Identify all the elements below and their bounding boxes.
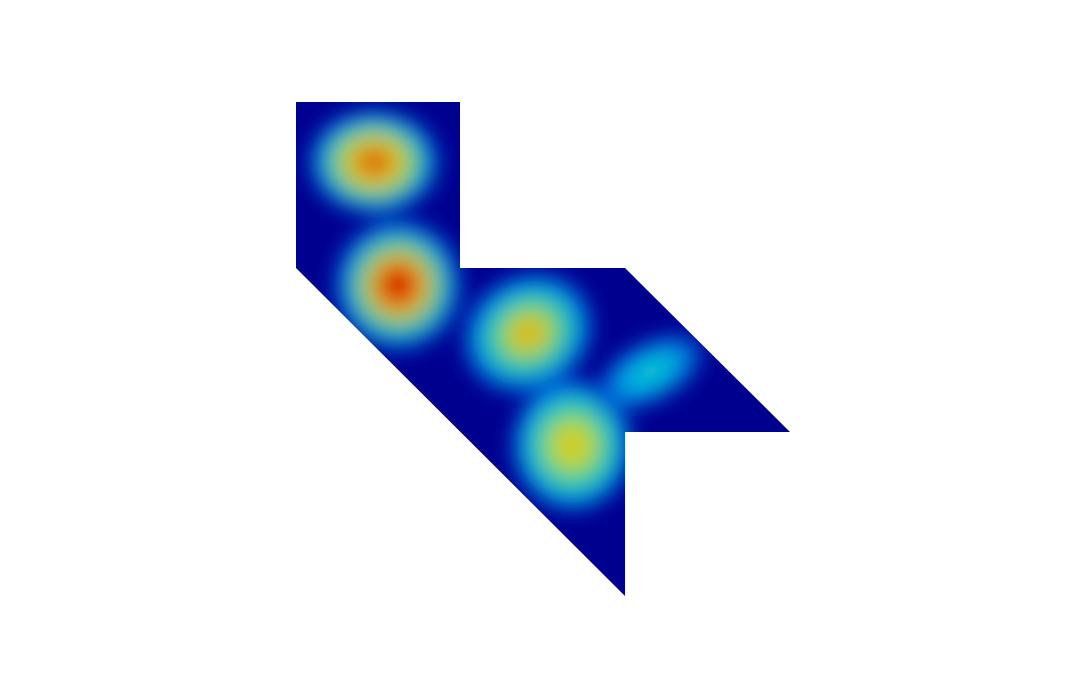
hotspot-3 (458, 268, 598, 398)
hotspot-1 (302, 104, 446, 220)
field-hotspots (302, 104, 711, 515)
hotspot-2 (328, 213, 468, 357)
field-domain (296, 102, 790, 596)
hotspot-5 (589, 328, 711, 416)
